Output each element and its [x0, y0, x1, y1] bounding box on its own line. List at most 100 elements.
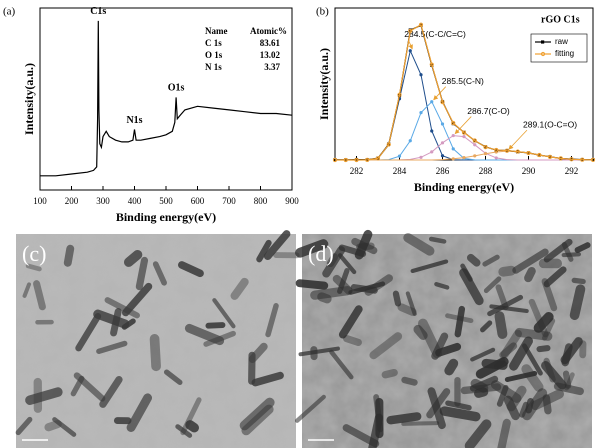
nanorod — [25, 263, 42, 272]
nanorod — [569, 284, 586, 321]
nanorod — [52, 417, 77, 437]
nanorod — [273, 252, 300, 259]
fit-point — [451, 120, 456, 126]
x-tick-label: 600 — [191, 196, 205, 206]
component-point — [451, 157, 455, 161]
fit-point — [461, 130, 467, 135]
nanorod — [445, 400, 472, 411]
nanorod — [487, 294, 524, 317]
fit-point — [526, 150, 531, 156]
table-cell: 13.02 — [260, 50, 281, 60]
x-tick-label: 500 — [159, 196, 173, 206]
nanorod — [163, 369, 183, 385]
nanorod — [504, 370, 538, 383]
chart-title: rGO C1s — [541, 14, 580, 25]
nanorod — [180, 397, 202, 436]
component-point — [430, 129, 434, 133]
nanorod — [392, 290, 402, 307]
nanorod — [460, 263, 473, 282]
y-axis-label: Intensity(a.u.) — [317, 48, 331, 120]
fit-point — [332, 157, 338, 163]
nanorod — [212, 298, 236, 329]
peak-label: 289.1(O-C=O) — [523, 119, 577, 129]
nanorod — [298, 346, 340, 357]
fit-point — [547, 154, 553, 159]
peak-label: N1s — [126, 115, 142, 126]
legend-marker — [540, 51, 546, 57]
fit-point — [408, 28, 413, 34]
nanorod — [541, 318, 556, 341]
nanorod — [574, 242, 591, 253]
nanorod — [326, 253, 339, 268]
legend-label: raw — [555, 37, 568, 46]
nanorod — [381, 368, 398, 379]
peak-label: 285.5(C-N) — [442, 76, 484, 86]
nanorod — [514, 327, 553, 341]
nanorod — [571, 277, 586, 285]
table-cell: N 1s — [205, 62, 222, 72]
fit-point — [590, 157, 596, 162]
fit-point — [569, 157, 574, 162]
legend-box — [530, 33, 588, 63]
nanorod — [338, 305, 363, 339]
fit-point — [472, 138, 477, 143]
nanorod — [533, 312, 554, 333]
table-cell: C 1s — [205, 38, 222, 48]
nanorod — [295, 239, 329, 258]
nanorod — [428, 236, 447, 244]
component-point — [440, 154, 445, 158]
table-cell: 83.61 — [260, 38, 281, 48]
nanorod — [444, 358, 459, 376]
nanorod — [332, 274, 353, 295]
nanorod — [503, 395, 520, 421]
nanorod — [317, 292, 332, 304]
component-point — [451, 147, 455, 151]
fit-point — [375, 156, 381, 161]
table-header: Atomic% — [250, 26, 287, 36]
fit-point — [343, 157, 348, 163]
nanorod — [459, 268, 484, 306]
component-point — [494, 156, 498, 160]
nanorod — [63, 244, 75, 267]
nanorod — [480, 320, 493, 333]
nanorod — [25, 387, 63, 405]
nanorod — [310, 346, 318, 361]
nanorod — [454, 376, 461, 407]
fit-point — [440, 100, 445, 105]
nanorod — [405, 291, 417, 316]
x-tick-label: 400 — [128, 196, 142, 206]
nanorod — [121, 318, 136, 330]
nanorod — [152, 261, 167, 286]
nanorod — [561, 241, 574, 262]
nanorod — [149, 334, 161, 372]
nanorod — [256, 239, 272, 263]
nanorod — [431, 332, 449, 360]
fit-point — [397, 92, 402, 97]
nanorod — [490, 380, 522, 403]
nanorod — [579, 340, 587, 359]
fit-point — [418, 22, 424, 27]
nanorod — [489, 304, 529, 314]
nanorod — [541, 361, 567, 390]
nanorod — [494, 311, 508, 339]
nanorod — [397, 303, 417, 316]
nanorod — [75, 312, 102, 352]
nanorod — [466, 253, 481, 267]
nanorod — [454, 305, 466, 338]
x-tick-label: 200 — [65, 196, 79, 206]
data-line — [335, 23, 594, 161]
peak-label: 286.7(C-O) — [467, 106, 510, 116]
component-point — [440, 141, 445, 145]
nanorod — [495, 284, 509, 311]
y-axis-label: Intensity(a.u.) — [22, 63, 36, 135]
nanorod — [553, 382, 584, 396]
x-tick-label: 700 — [222, 196, 236, 206]
nanorod — [498, 265, 517, 277]
panel-label: (d) — [308, 241, 334, 266]
nanorod — [525, 398, 534, 414]
fit-point — [386, 142, 391, 147]
component-point — [419, 73, 423, 77]
nanorods — [15, 229, 591, 448]
nanorod — [295, 279, 329, 290]
